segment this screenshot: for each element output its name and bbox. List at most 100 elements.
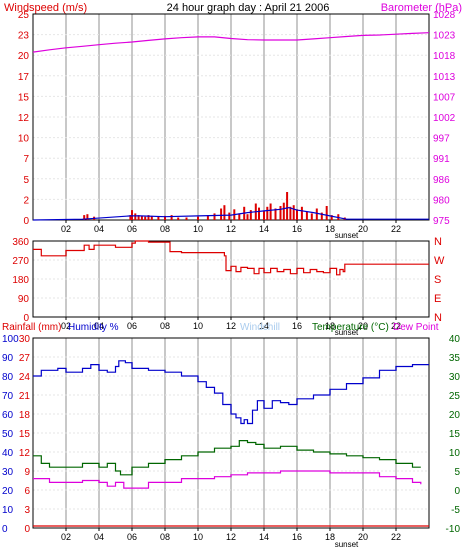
windspeed-bar: [140, 215, 143, 220]
barometer-tick-label: 980: [433, 195, 450, 206]
panel2-sunset-label: sunset: [335, 328, 359, 337]
x-tick-label: 04: [94, 321, 104, 331]
direction-tick-label: 270: [12, 256, 29, 267]
humidity-tick-label: 10: [2, 505, 14, 516]
x-tick-label: 04: [94, 532, 104, 542]
humidity-tick-label: 20: [2, 486, 14, 497]
temperature-tick-label: -5: [451, 505, 460, 516]
windspeed-bar: [137, 215, 140, 220]
x-tick-label: 08: [160, 224, 170, 234]
temperature-tick-label: 25: [449, 391, 461, 402]
rainfall-tick-label: 12: [19, 448, 31, 459]
x-tick-label: 02: [61, 321, 71, 331]
barometer-tick-label: 986: [433, 175, 450, 186]
windspeed-bar: [228, 212, 231, 220]
humidity-line: [33, 360, 429, 425]
x-tick-label: 16: [292, 224, 302, 234]
windspeed-tick-label: 20: [18, 51, 30, 62]
compass-tick-label: E: [434, 293, 441, 305]
rainfall-tick-label: 21: [19, 391, 31, 402]
barometer-tick-label: 975: [433, 216, 450, 227]
x-tick-label: 16: [292, 321, 302, 331]
humidity-tick-label: 100: [2, 334, 19, 345]
barometer-tick-label: 1018: [433, 51, 456, 62]
barometer-axis-label: Barometer (hPa): [381, 2, 462, 14]
rainfall-tick-label: 27: [19, 353, 31, 364]
windspeed-bar: [296, 209, 298, 220]
x-tick-label: 02: [61, 532, 71, 542]
compass-tick-label: S: [434, 274, 441, 286]
rainfall-tick-label: 24: [19, 372, 31, 383]
windspeed-tick-label: 25: [18, 10, 30, 21]
windspeed-bar: [325, 206, 328, 220]
windspeed-bar: [185, 217, 188, 220]
humidity-tick-label: 0: [2, 524, 8, 535]
panel1-y-ticks-right: 975 980 986 991 997 1002 1007 1013 1018 1023 1028: [433, 10, 456, 227]
windspeed-bar: [279, 206, 282, 220]
barometer-tick-label: 1013: [433, 72, 456, 83]
humidity-tick-label: 60: [2, 410, 14, 421]
legend-temperature: Temperature (°C): [312, 322, 389, 333]
x-tick-label: 16: [292, 532, 302, 542]
legend-dew-point: Dew Point: [393, 322, 439, 333]
humidity-tick-label: 30: [2, 467, 14, 478]
windspeed-tick-label: 7: [23, 154, 29, 165]
x-tick-label: 22: [391, 532, 401, 542]
barometer-tick-label: 1007: [433, 92, 456, 103]
windspeed-bar: [300, 206, 303, 220]
x-tick-label: 18: [325, 224, 335, 234]
windspeed-tick-label: 12: [18, 113, 30, 124]
barometer-tick-label: 1023: [433, 31, 456, 42]
x-tick-label: 06: [127, 321, 137, 331]
x-tick-label: 10: [193, 321, 203, 331]
x-tick-label: 12: [226, 224, 236, 234]
windspeed-tick-label: 15: [18, 92, 30, 103]
compass-tick-label: W: [434, 255, 445, 267]
barometer-tick-label: 1028: [433, 10, 456, 21]
x-tick-label: 02: [61, 224, 71, 234]
windspeed-bar: [286, 192, 289, 220]
temperature-tick-label: 10: [449, 448, 461, 459]
x-tick-label: 22: [391, 224, 401, 234]
x-tick-label: 06: [127, 224, 137, 234]
panel3-sunset-label: sunset: [335, 540, 359, 549]
windspeed-bar: [147, 215, 150, 220]
rainfall-tick-label: 30: [19, 334, 31, 345]
windspeed-bar: [144, 216, 147, 220]
barometer-line: [32, 32, 430, 53]
panel3-grid: [33, 338, 429, 528]
windspeed-bar: [83, 215, 86, 220]
windspeed-bar: [213, 213, 216, 220]
windspeed-bar: [330, 215, 333, 220]
windspeed-bar: [220, 208, 223, 220]
temperature-tick-label: 20: [449, 410, 461, 421]
windspeed-bar: [263, 210, 265, 220]
legend-windchill: Windchill: [240, 322, 280, 333]
x-tick-label: 04: [94, 224, 104, 234]
x-tick-label: 20: [358, 224, 368, 234]
x-tick-label: 10: [193, 532, 203, 542]
windspeed-bar: [129, 215, 132, 220]
panel3-temperature-ticks: 40 35 30 25 20 15 10 5 0 -5 -10: [446, 334, 461, 535]
windspeed-bar: [170, 215, 173, 220]
windspeed-bar: [238, 213, 241, 220]
panel1-grid: [33, 14, 429, 220]
rainfall-tick-label: 3: [24, 505, 30, 516]
windspeed-bar: [258, 207, 260, 220]
windspeed-bar: [197, 216, 199, 220]
windspeed-tick-label: 23: [18, 31, 30, 42]
x-tick-label: 20: [358, 532, 368, 542]
windspeed-bar: [164, 215, 166, 220]
dew-point-line: [33, 470, 422, 489]
windspeed-bar: [86, 214, 89, 220]
temperature-tick-label: 5: [454, 467, 460, 478]
windspeed-bar: [249, 210, 252, 220]
windspeed-bar: [269, 203, 272, 220]
panel1-x-ticks: 02 04 06 08 10 12 14 16 18 20 22: [61, 220, 401, 234]
windspeed-tick-label: 17: [18, 72, 30, 83]
windspeed-bar: [177, 217, 180, 220]
